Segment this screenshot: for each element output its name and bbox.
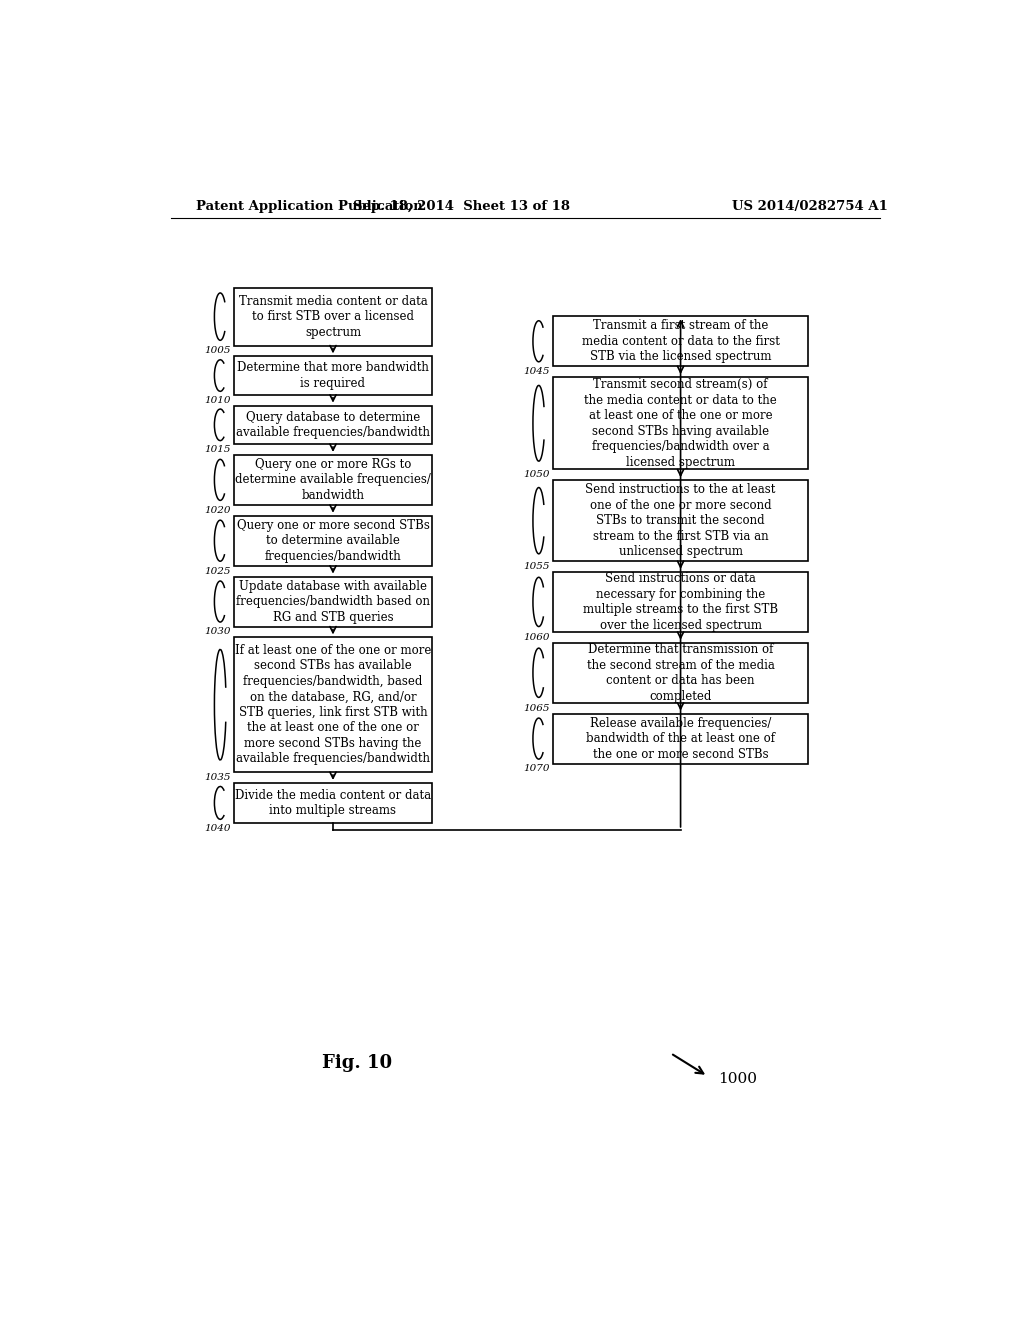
Bar [234, 405, 432, 444]
Text: 1010: 1010 [205, 396, 231, 404]
Text: 1020: 1020 [205, 506, 231, 515]
Text: Patent Application Publication: Patent Application Publication [197, 199, 423, 213]
Bar [553, 572, 809, 632]
Text: 1065: 1065 [523, 704, 550, 713]
Bar [234, 356, 432, 395]
Text: 1050: 1050 [523, 470, 550, 479]
Text: 1060: 1060 [523, 632, 550, 642]
Text: 1005: 1005 [205, 346, 231, 355]
Text: 1030: 1030 [205, 627, 231, 636]
Text: Divide the media content or data
into multiple streams: Divide the media content or data into mu… [234, 788, 431, 817]
Text: Update database with available
frequencies/bandwidth based on
RG and STB queries: Update database with available frequenci… [236, 579, 430, 623]
Text: If at least one of the one or more
second STBs has available
frequencies/bandwid: If at least one of the one or more secon… [234, 644, 431, 766]
Bar [234, 638, 432, 772]
Text: Fig. 10: Fig. 10 [322, 1055, 392, 1072]
Bar [234, 783, 432, 822]
Text: Determine that more bandwidth
is required: Determine that more bandwidth is require… [237, 362, 429, 389]
Text: 1070: 1070 [523, 764, 550, 774]
Text: 1025: 1025 [205, 566, 231, 576]
Text: Transmit a first stream of the
media content or data to the first
STB via the li: Transmit a first stream of the media con… [582, 319, 779, 363]
Text: 1000: 1000 [719, 1072, 758, 1086]
Bar [553, 643, 809, 702]
Text: 1015: 1015 [205, 445, 231, 454]
Text: Transmit media content or data
to first STB over a licensed
spectrum: Transmit media content or data to first … [239, 294, 427, 339]
Text: Query database to determine
available frequencies/bandwidth: Query database to determine available fr… [236, 411, 430, 440]
Text: Release available frequencies/
bandwidth of the at least one of
the one or more : Release available frequencies/ bandwidth… [586, 717, 775, 760]
Text: Determine that transmission of
the second stream of the media
content or data ha: Determine that transmission of the secon… [587, 643, 774, 702]
Bar [553, 317, 809, 367]
Bar [234, 455, 432, 506]
Text: US 2014/0282754 A1: US 2014/0282754 A1 [732, 199, 888, 213]
Text: 1035: 1035 [205, 774, 231, 781]
Text: Transmit second stream(s) of
the media content or data to the
at least one of th: Transmit second stream(s) of the media c… [585, 378, 777, 469]
Bar [553, 378, 809, 470]
Text: Sep. 18, 2014  Sheet 13 of 18: Sep. 18, 2014 Sheet 13 of 18 [352, 199, 569, 213]
Text: Query one or more second STBs
to determine available
frequencies/bandwidth: Query one or more second STBs to determi… [237, 519, 429, 562]
Text: 1040: 1040 [205, 824, 231, 833]
Bar [234, 516, 432, 566]
Text: Send instructions or data
necessary for combining the
multiple streams to the fi: Send instructions or data necessary for … [583, 572, 778, 632]
Text: 1055: 1055 [523, 562, 550, 570]
Text: Send instructions to the at least
one of the one or more second
STBs to transmit: Send instructions to the at least one of… [586, 483, 776, 558]
Text: 1045: 1045 [523, 367, 550, 376]
Text: Query one or more RGs to
determine available frequencies/
bandwidth: Query one or more RGs to determine avail… [236, 458, 431, 502]
Bar [234, 577, 432, 627]
Bar [553, 714, 809, 763]
Bar [234, 288, 432, 346]
Bar [553, 480, 809, 561]
